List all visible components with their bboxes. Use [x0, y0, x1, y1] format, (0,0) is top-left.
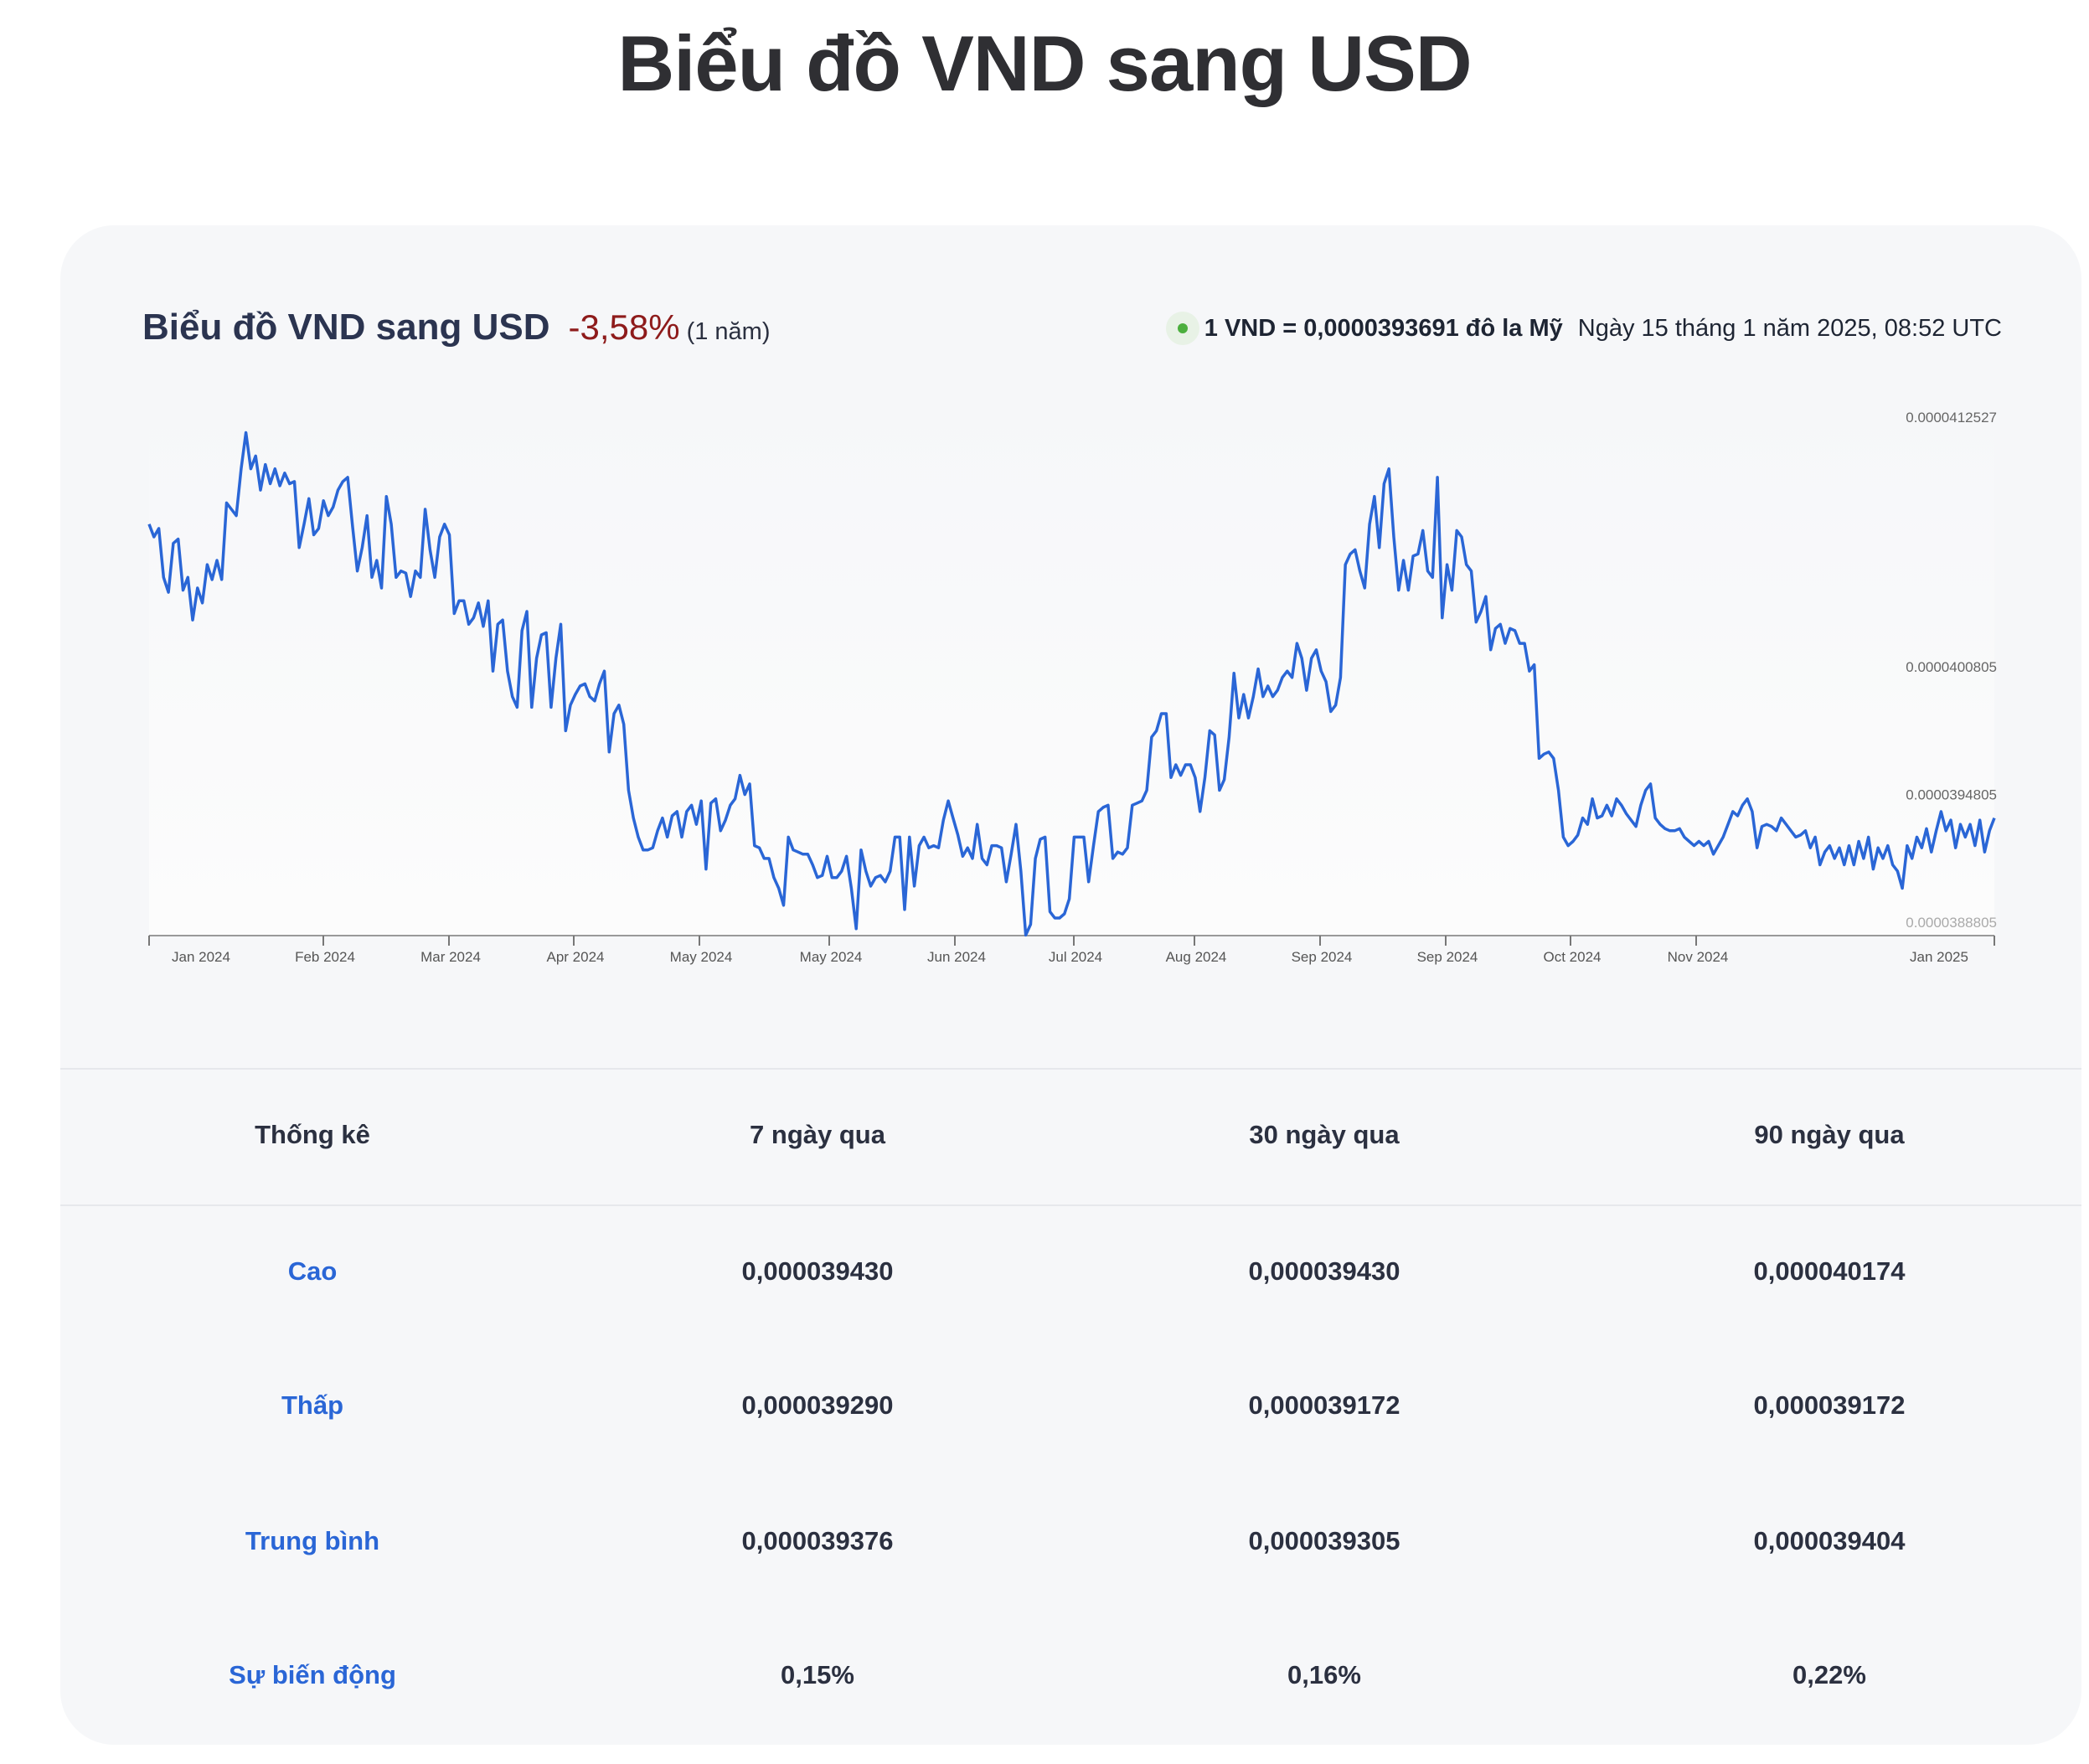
x-tick-label: Feb 2024 — [295, 949, 355, 965]
y-tick-label: 0.0000412527 — [1906, 410, 1997, 426]
x-tick-label: Jun 2024 — [927, 949, 986, 965]
x-tick-label: Jan 2025 — [1910, 949, 1968, 965]
cell-vol-90d: 0,22% — [1792, 1660, 1866, 1689]
series-line — [147, 431, 1996, 937]
rate-timestamp: Ngày 15 tháng 1 năm 2025, 08:52 UTC — [1577, 314, 2002, 342]
table-divider — [60, 1068, 2081, 1070]
x-tick-label: Mar 2024 — [420, 949, 481, 965]
header-90d: 90 ngày qua — [1754, 1120, 1905, 1149]
cell-vol-30d: 0,16% — [1287, 1660, 1361, 1689]
row-label-low: Thấp — [281, 1390, 344, 1420]
y-tick-label: 0.0000394805 — [1906, 787, 1997, 802]
x-tick-label: Jul 2024 — [1049, 949, 1102, 965]
cell-low-30d: 0,000039172 — [1248, 1390, 1400, 1420]
cell-low-90d: 0,000039172 — [1753, 1390, 1906, 1420]
cell-high-7d: 0,000039430 — [741, 1256, 894, 1286]
line-chart[interactable]: 0.0000412527 0.0000400805 0.0000394805 0.00… — [0, 0, 2089, 1005]
header-7d: 7 ngày qua — [750, 1120, 885, 1149]
x-tick-label: May 2024 — [670, 949, 733, 965]
live-dot-icon — [1165, 312, 1199, 345]
x-tick-label: Apr 2024 — [547, 949, 605, 965]
plot-area — [149, 400, 1994, 936]
chart-header: Biểu đồ VND sang USD -3,58% (1 năm) — [142, 307, 771, 348]
cell-avg-30d: 0,000039305 — [1248, 1526, 1400, 1555]
y-tick-label: 0.0000400805 — [1906, 659, 1997, 675]
row-label-high: Cao — [287, 1256, 338, 1286]
page-title: Biểu đồ VND sang USD — [617, 19, 1472, 107]
header-30d: 30 ngày qua — [1249, 1120, 1400, 1149]
x-tick-label: Oct 2024 — [1544, 949, 1602, 965]
header-stat: Thống kê — [255, 1120, 370, 1149]
cell-avg-7d: 0,000039376 — [741, 1526, 894, 1555]
x-tick-label: Aug 2024 — [1166, 949, 1227, 965]
cell-low-7d: 0,000039290 — [741, 1390, 894, 1420]
x-tick-label: Sep 2024 — [1292, 949, 1353, 965]
current-rate: 1 VND = 0,0000393691 đô la Mỹ Ngày 15 th… — [1165, 312, 2002, 345]
change-period: (1 năm) — [686, 318, 771, 345]
y-tick-label: 0.0000388805 — [1906, 915, 1997, 931]
chart-title: Biểu đồ VND sang USD — [142, 307, 550, 348]
x-tick-label: May 2024 — [800, 949, 863, 965]
table-header-divider — [60, 1204, 2081, 1206]
x-tick-label: Jan 2024 — [172, 949, 230, 965]
change-percent: -3,58% — [568, 307, 680, 347]
x-tick-label: Sep 2024 — [1417, 949, 1478, 965]
row-label-average: Trung bình — [245, 1526, 380, 1555]
cell-avg-90d: 0,000039404 — [1753, 1526, 1906, 1555]
cell-high-90d: 0,000040174 — [1753, 1256, 1906, 1286]
row-label-volatility: Sự biến động — [229, 1660, 396, 1689]
cell-vol-7d: 0,15% — [781, 1660, 854, 1689]
cell-high-30d: 0,000039430 — [1248, 1256, 1400, 1286]
x-tick-label: Nov 2024 — [1668, 949, 1729, 965]
rate-value: 1 VND = 0,0000393691 đô la Mỹ — [1204, 314, 1563, 342]
